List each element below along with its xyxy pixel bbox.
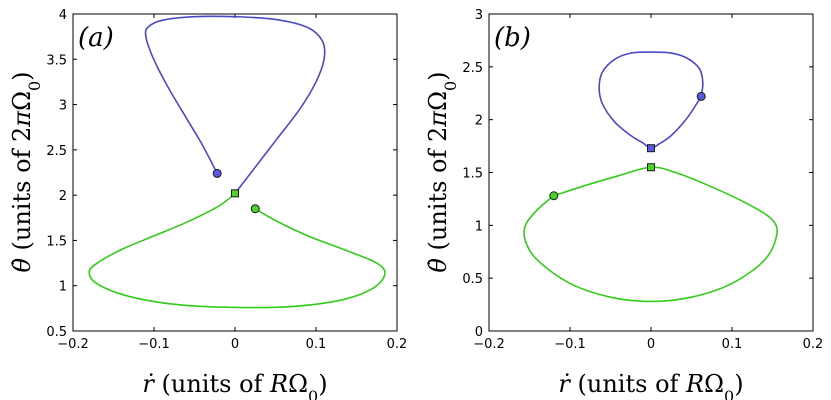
marker-circle (250, 204, 260, 214)
markers-b (549, 91, 706, 201)
y-tick-label: 2.5 (462, 61, 483, 76)
plot-area-a (72, 13, 398, 332)
panel-label-a: (a) (78, 23, 114, 53)
marker-square (231, 189, 239, 198)
markers-a (212, 168, 260, 214)
x-tick-label: 0.2 (387, 337, 408, 352)
x-axis-label-b: ṙ (units of RΩ0) (558, 370, 743, 400)
panel-b: −0.2 −0.1 0 0.1 0.2 0 0.5 1 1.5 2 2.5 3 (b) ṙ (unit… (424, 8, 823, 400)
x-tick-label: −0.1 (554, 337, 586, 352)
y-tick-label: 1.5 (462, 167, 483, 182)
series-line-blue (598, 51, 704, 149)
marker-square (647, 144, 655, 153)
x-tick-label: 0 (647, 337, 655, 352)
panel-label-b: (b) (494, 23, 531, 53)
series-b (523, 51, 778, 303)
y-tick-label: 3 (59, 99, 67, 114)
series-a (88, 15, 386, 309)
series-line-green (88, 192, 386, 309)
marker-circle (212, 168, 222, 178)
x-axis-label-a: ṙ (units of RΩ0) (142, 370, 327, 400)
plot-area-b (488, 13, 814, 332)
y-tick-label: 0.5 (46, 325, 67, 340)
y-tick-label: 1 (59, 280, 67, 295)
ticks-b: −0.2 −0.1 0 0.1 0.2 0 0.5 1 1.5 2 2.5 3 (462, 8, 823, 352)
marker-circle (696, 91, 706, 101)
y-axis-label-b: θ̇ (units of 2πΩ0) (424, 71, 460, 272)
series-line-green (523, 166, 778, 303)
y-tick-label: 2 (59, 189, 67, 204)
x-tick-label: −0.2 (473, 337, 505, 352)
x-tick-label: −0.1 (138, 337, 170, 352)
y-tick-label: 4 (59, 8, 67, 23)
x-tick-label: 0 (231, 337, 239, 352)
x-tick-label: 0.1 (306, 337, 327, 352)
panel-a: −0.2 −0.1 0 0.1 0.2 0.5 1 1.5 2 2.5 3 3.5 4 (a) ṙ (u… (8, 8, 407, 400)
y-tick-label: 0.5 (462, 272, 483, 287)
x-tick-label: 0.2 (803, 337, 824, 352)
marker-square (647, 163, 655, 172)
y-tick-label: 1 (475, 219, 483, 234)
x-tick-label: 0.1 (722, 337, 743, 352)
y-tick-label: 0 (475, 325, 483, 340)
y-tick-label: 2.5 (46, 144, 67, 159)
y-axis-label-a: θ̇ (units of 2πΩ0) (8, 71, 44, 272)
y-tick-label: 3.5 (46, 53, 67, 68)
y-tick-label: 3 (475, 8, 483, 23)
series-line-blue (144, 15, 326, 194)
x-tick-label: −0.2 (57, 337, 89, 352)
y-tick-label: 1.5 (46, 234, 67, 249)
marker-circle (549, 191, 559, 201)
y-tick-label: 2 (475, 114, 483, 129)
ticks-a: −0.2 −0.1 0 0.1 0.2 0.5 1 1.5 2 2.5 3 3.5 4 (46, 8, 407, 352)
